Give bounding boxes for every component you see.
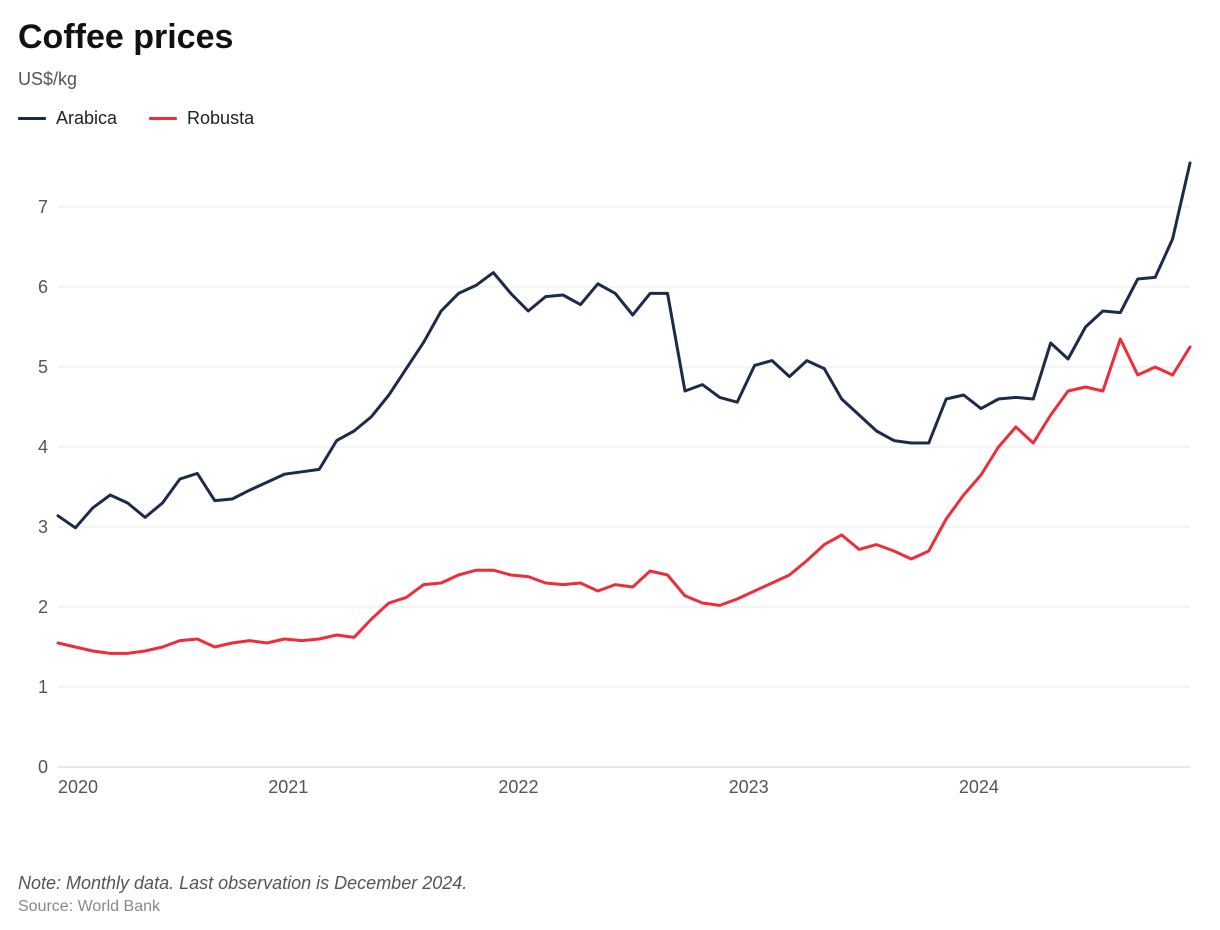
chart-note: Note: Monthly data. Last observation is … xyxy=(18,873,1202,894)
x-tick-label: 2024 xyxy=(959,777,999,797)
y-tick-label: 1 xyxy=(38,677,48,697)
series-line-arabica xyxy=(58,163,1190,528)
x-tick-label: 2020 xyxy=(58,777,98,797)
chart-source: Source: World Bank xyxy=(18,898,1202,916)
y-tick-label: 4 xyxy=(38,437,48,457)
chart-subtitle: US$/kg xyxy=(18,69,1202,90)
line-chart-svg: 0 1 2 3 4 5 6 7 2020 2021 2022 2023 2024 xyxy=(18,137,1202,807)
legend-swatch-robusta xyxy=(149,117,177,120)
y-tick-label: 3 xyxy=(38,517,48,537)
series-line-robusta xyxy=(58,339,1190,653)
x-tick-label: 2021 xyxy=(268,777,308,797)
legend-item-robusta: Robusta xyxy=(149,108,254,129)
legend-item-arabica: Arabica xyxy=(18,108,117,129)
legend-swatch-arabica xyxy=(18,117,46,120)
y-tick-label: 6 xyxy=(38,277,48,297)
chart-plot-area: 0 1 2 3 4 5 6 7 2020 2021 2022 2023 2024 xyxy=(18,137,1202,859)
chart-title: Coffee prices xyxy=(18,18,1202,57)
y-tick-label: 7 xyxy=(38,197,48,217)
legend-label-robusta: Robusta xyxy=(187,108,254,129)
y-tick-label: 2 xyxy=(38,597,48,617)
legend-label-arabica: Arabica xyxy=(56,108,117,129)
x-tick-label: 2022 xyxy=(498,777,538,797)
legend: Arabica Robusta xyxy=(18,108,1202,129)
y-tick-label: 5 xyxy=(38,357,48,377)
x-tick-label: 2023 xyxy=(729,777,769,797)
chart-container: Coffee prices US$/kg Arabica Robusta 0 1 2… xyxy=(0,0,1220,930)
y-tick-label: 0 xyxy=(38,757,48,777)
